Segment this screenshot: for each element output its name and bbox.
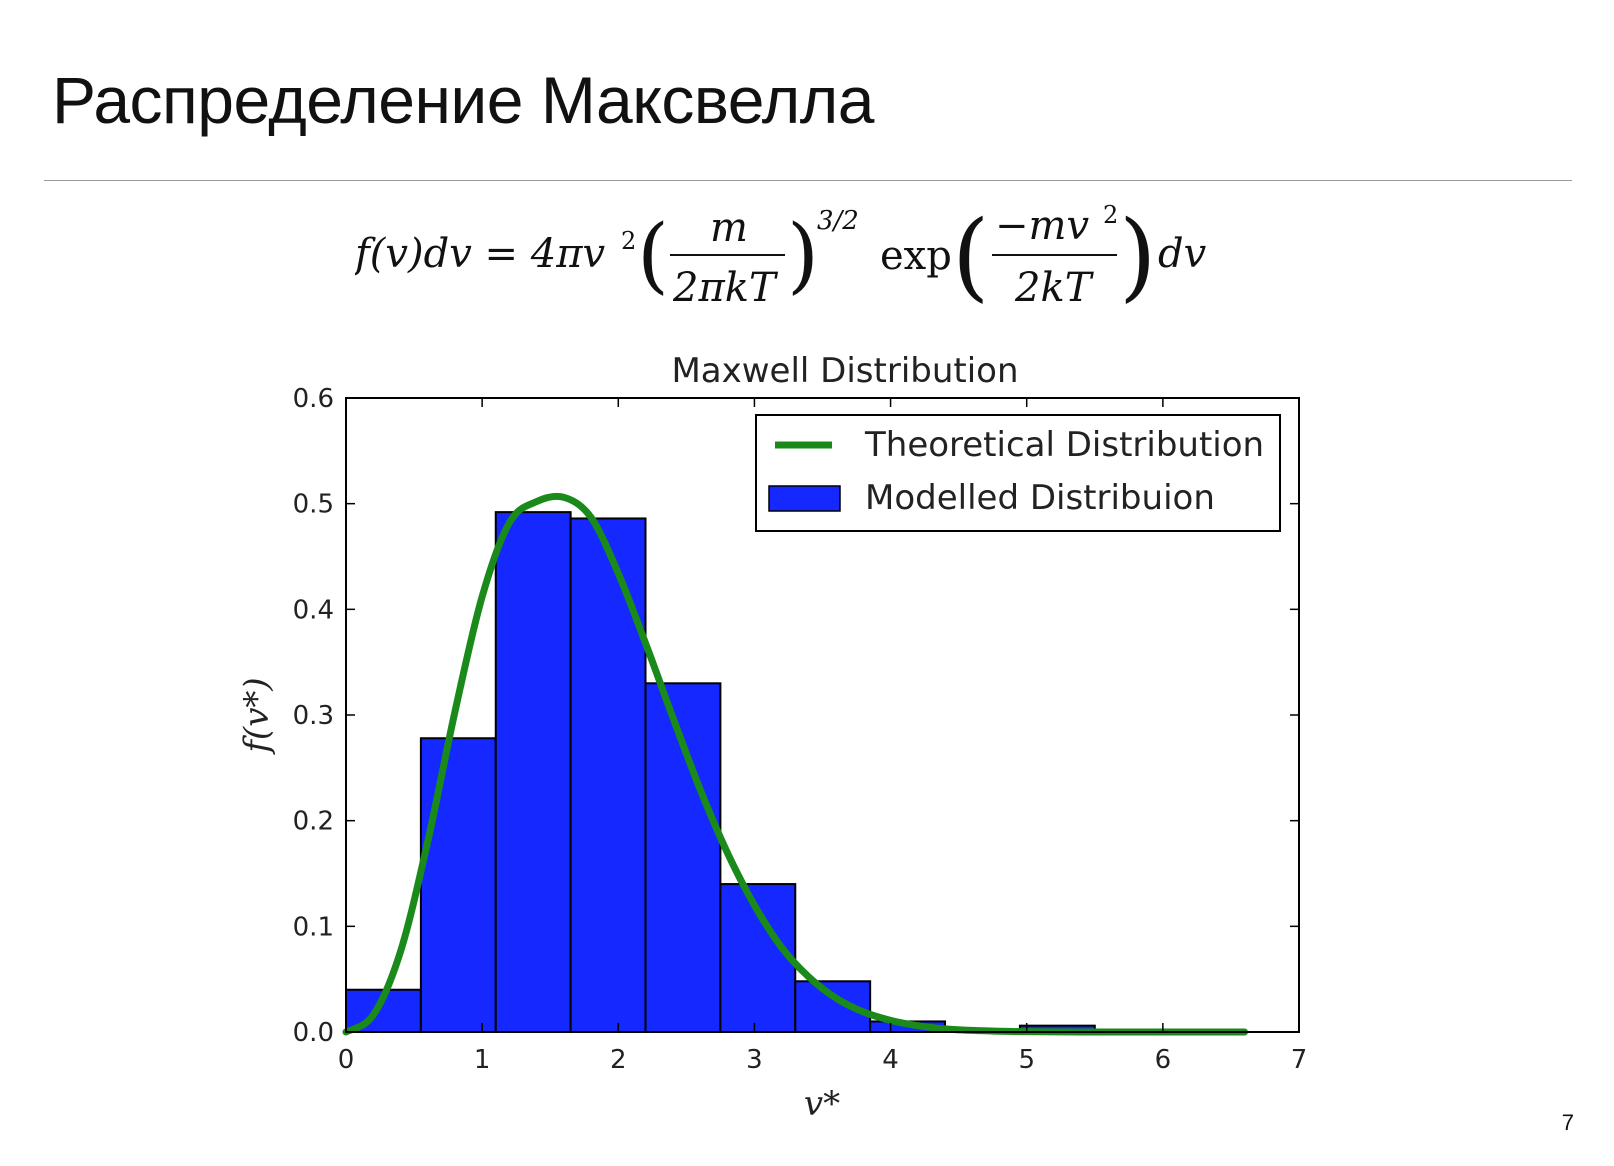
y-tick-label: 0.0 — [293, 1018, 334, 1048]
y-axis-ticks: 0.0 0.1 0.2 0.3 0.4 0.5 0.6 — [293, 384, 1299, 1048]
x-axis-ticks: 0 1 2 3 4 5 6 7 — [338, 398, 1308, 1075]
y-tick-label: 0.2 — [293, 807, 334, 837]
formula-frac1-num: m — [710, 205, 748, 251]
y-axis-label: f(v*) — [237, 677, 277, 755]
formula-paren-close-1: ) — [787, 208, 819, 303]
y-tick-label: 0.1 — [293, 912, 334, 942]
formula-frac2-num: −mv — [995, 203, 1089, 249]
x-tick-label: 1 — [474, 1045, 491, 1075]
histogram-bar — [494, 511, 572, 1033]
formula-frac2-num-square: 2 — [1103, 201, 1118, 229]
x-tick-label: 4 — [882, 1045, 899, 1075]
x-tick-label: 2 — [610, 1045, 627, 1075]
histogram-bar — [419, 737, 497, 1033]
legend: Theoretical Distribution Modelled Distri… — [755, 414, 1281, 532]
formula-power: 3/2 — [817, 206, 859, 236]
legend-box — [755, 414, 1281, 532]
y-tick-label: 0.3 — [293, 701, 334, 731]
formula-frac2-den: 2kT — [1014, 265, 1095, 311]
x-axis-label: v* — [804, 1084, 840, 1124]
page-number: 7 — [1561, 1110, 1574, 1135]
formula-square: 2 — [621, 227, 636, 255]
maxwell-formula: f(v)dv = 4πv 2 ( m 2πkT ) 3/2 exp ( −mv … — [355, 200, 1207, 312]
x-tick-label: 6 — [1155, 1045, 1172, 1075]
chart-title: Maxwell Distribution — [671, 351, 1018, 391]
legend-curve-label: Theoretical Distribution — [864, 425, 1264, 465]
histogram-bar — [569, 517, 647, 1033]
histogram-bar — [719, 883, 797, 1033]
y-tick-label: 0.4 — [293, 595, 334, 625]
formula-paren-close-2: ) — [1119, 200, 1156, 312]
formula-paren-open-1: ( — [637, 208, 669, 303]
formula-frac1-den: 2πkT — [672, 265, 779, 311]
legend-bar-swatch — [768, 485, 841, 512]
y-tick-label: 0.6 — [293, 384, 334, 414]
x-tick-label: 3 — [746, 1045, 763, 1075]
slide-title: Распределение Максвелла — [52, 63, 874, 137]
formula-lhs: f(v)dv = 4πv — [355, 231, 606, 277]
x-tick-label: 0 — [338, 1045, 355, 1075]
x-tick-label: 5 — [1018, 1045, 1035, 1075]
formula-tail: dv — [1158, 231, 1207, 277]
legend-bar-label: Modelled Distribuion — [865, 478, 1215, 518]
formula-exp: exp — [880, 233, 952, 279]
x-tick-label: 7 — [1291, 1045, 1308, 1075]
y-tick-label: 0.5 — [293, 490, 334, 520]
formula-paren-open-2: ( — [952, 200, 989, 312]
title-divider — [44, 180, 1572, 181]
